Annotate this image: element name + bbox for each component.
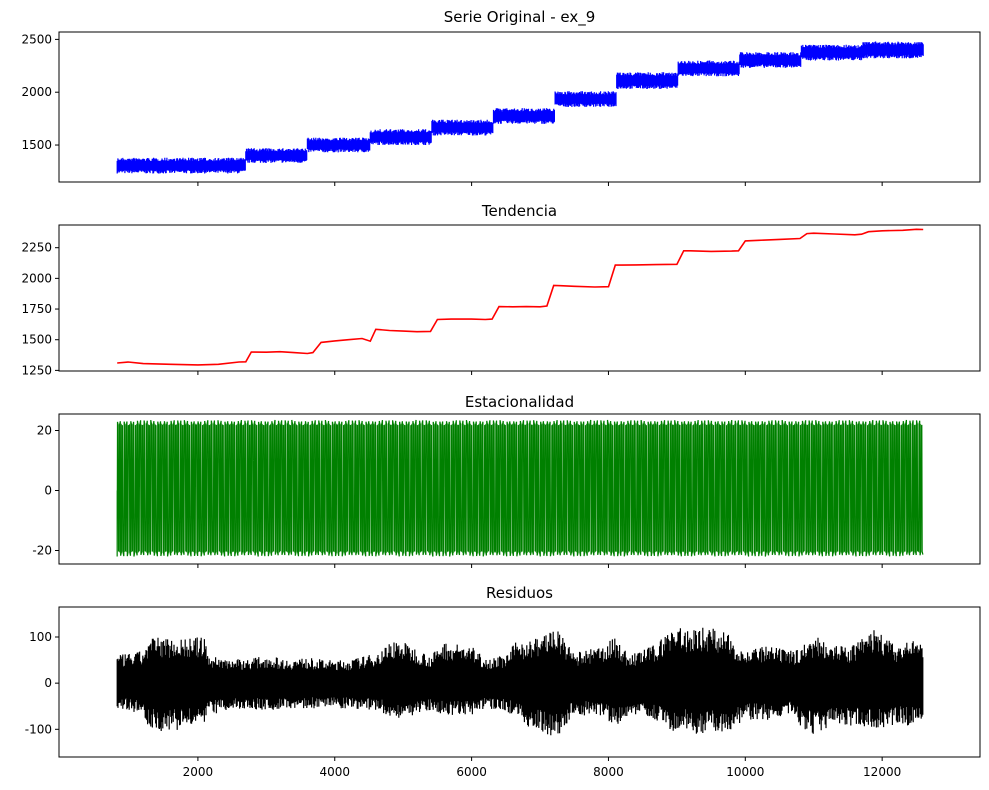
axes-frame [58, 606, 981, 758]
panel-original: Serie Original - ex_9 1500 2000 2500 [21, 8, 981, 186]
y-tick-label: 20 [37, 424, 52, 438]
y-tick-label: 1500 [21, 138, 52, 152]
x-tick-label: 12000 [863, 765, 901, 779]
series-line [116, 627, 924, 736]
panel-title: Estacionalidad [465, 393, 574, 411]
y-axis: 1500 2000 2500 [21, 32, 59, 152]
y-tick-label: 2250 [21, 241, 52, 255]
y-axis: -100 0 100 [25, 630, 59, 736]
x-axis [197, 182, 883, 186]
x-tick-label: 6000 [456, 765, 487, 779]
x-axis [197, 371, 883, 375]
y-tick-label: 0 [44, 676, 52, 690]
panel-title: Residuos [486, 584, 553, 602]
y-tick-label: 1750 [21, 302, 52, 316]
plot-area [116, 627, 924, 736]
y-axis: 1250 1500 1750 2000 2250 [21, 241, 59, 377]
y-tick-label: -100 [25, 722, 52, 736]
panel-residuals: Residuos -100 0 100 2000 4000 6000 8000 10000 1… [25, 584, 981, 779]
panel-title: Tendencia [481, 202, 557, 220]
plot-area [117, 228, 924, 366]
x-tick-label: 4000 [319, 765, 350, 779]
y-tick-label: 100 [29, 630, 52, 644]
axes-frame [58, 224, 981, 372]
y-tick-label: -20 [32, 544, 52, 558]
axes-frame [58, 31, 981, 183]
x-axis [197, 564, 883, 568]
y-tick-label: 2500 [21, 32, 52, 46]
y-tick-label: 2000 [21, 271, 52, 285]
plot-area [116, 41, 924, 174]
y-tick-label: 0 [44, 484, 52, 498]
y-tick-label: 1500 [21, 333, 52, 347]
panel-seasonal: Estacionalidad -20 0 20 [32, 393, 981, 568]
x-tick-label: 2000 [183, 765, 214, 779]
axes-frame [58, 413, 981, 565]
panel-trend: Tendencia 1250 1500 1750 2000 2250 [21, 202, 981, 377]
series-line [116, 41, 924, 174]
y-tick-label: 1250 [21, 363, 52, 377]
x-axis: 2000 4000 6000 8000 10000 12000 [183, 757, 901, 779]
plot-area [116, 419, 924, 557]
x-tick-label: 10000 [726, 765, 764, 779]
series-line [117, 228, 924, 366]
y-tick-label: 2000 [21, 85, 52, 99]
series-line [116, 419, 924, 557]
x-tick-label: 8000 [593, 765, 624, 779]
panel-title: Serie Original - ex_9 [444, 8, 596, 27]
y-axis: -20 0 20 [32, 424, 59, 558]
